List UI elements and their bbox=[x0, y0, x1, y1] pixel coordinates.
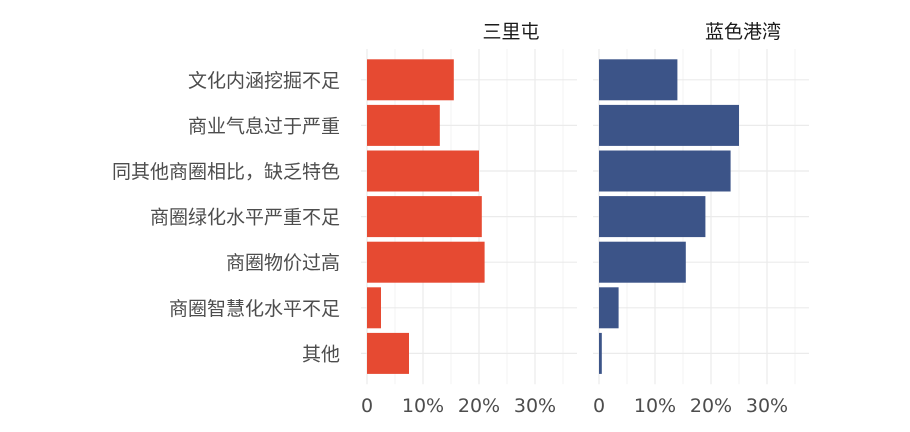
category-label: 商圈绿化水平严重不足 bbox=[150, 207, 340, 229]
bar-lanseganwan-3 bbox=[599, 196, 706, 238]
label-layer: 三里屯 蓝色港湾文化内涵挖掘不足商业气息过于严重同其他商圈相比，缺乏特色商圈绿化水… bbox=[112, 21, 788, 417]
x-tick-label: 30% bbox=[746, 395, 788, 417]
bar-sanlitun-0 bbox=[367, 59, 454, 101]
bar-lanseganwan-4 bbox=[599, 241, 686, 283]
bar-layer bbox=[367, 59, 739, 374]
category-label: 同其他商圈相比，缺乏特色 bbox=[112, 161, 340, 183]
x-tick-label: 30% bbox=[514, 395, 556, 417]
bar-lanseganwan-0 bbox=[599, 59, 678, 101]
bar-sanlitun-1 bbox=[367, 104, 440, 146]
bar-lanseganwan-6 bbox=[599, 332, 602, 374]
facet-label: 蓝色港湾 bbox=[705, 21, 781, 43]
x-tick-label: 20% bbox=[458, 395, 500, 417]
facet-label: 三里屯 bbox=[482, 21, 539, 43]
x-tick-label: 0 bbox=[593, 395, 605, 417]
bar-sanlitun-2 bbox=[367, 150, 479, 192]
bar-sanlitun-4 bbox=[367, 241, 485, 283]
bar-lanseganwan-2 bbox=[599, 150, 731, 192]
category-label: 商业气息过于严重 bbox=[188, 115, 340, 137]
bar-sanlitun-6 bbox=[367, 332, 409, 374]
category-label: 商圈智慧化水平不足 bbox=[169, 298, 340, 320]
bar-sanlitun-3 bbox=[367, 196, 482, 238]
x-tick-label: 10% bbox=[402, 395, 444, 417]
x-tick-label: 10% bbox=[634, 395, 676, 417]
bar-lanseganwan-1 bbox=[599, 104, 739, 146]
category-label: 其他 bbox=[302, 343, 340, 365]
x-tick-label: 0 bbox=[361, 395, 373, 417]
category-label: 文化内涵挖掘不足 bbox=[188, 70, 340, 92]
category-label: 商圈物价过高 bbox=[226, 252, 340, 274]
bar-lanseganwan-5 bbox=[599, 287, 619, 329]
bar-sanlitun-5 bbox=[367, 287, 381, 329]
x-tick-label: 20% bbox=[690, 395, 732, 417]
